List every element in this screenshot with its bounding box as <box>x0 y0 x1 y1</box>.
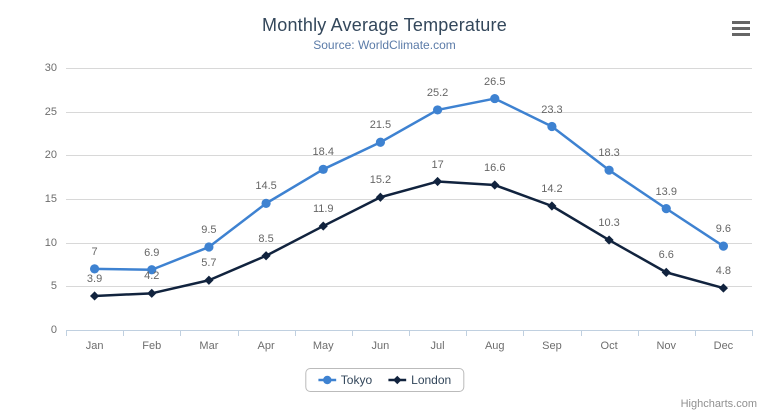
x-axis-tick-label: Nov <box>656 340 677 352</box>
x-axis-tick-label: Oct <box>600 340 618 352</box>
data-label: 13.9 <box>655 185 677 198</box>
gridline <box>66 286 752 288</box>
data-label: 18.3 <box>598 147 620 160</box>
hamburger-bar-2 <box>732 26 750 30</box>
data-label: 21.5 <box>369 119 392 132</box>
gridline <box>66 68 752 69</box>
x-axis-tick-label: Mar <box>199 340 219 352</box>
y-axis-tick-label: 20 <box>44 149 57 162</box>
data-label: 15.2 <box>369 174 392 187</box>
hamburger-bar-1 <box>732 20 750 24</box>
x-axis-tick-mark <box>180 330 182 336</box>
x-axis-tick-mark <box>580 330 582 336</box>
chart-title: Monthly Average Temperature <box>262 15 507 35</box>
credits-link[interactable]: Highcharts.com <box>680 398 757 410</box>
plot-area <box>66 68 752 331</box>
x-axis-tick-label: Jun <box>371 340 390 352</box>
data-label: 8.5 <box>258 232 274 245</box>
x-axis-tick-mark <box>694 330 696 336</box>
legend-item-label: Tokyo <box>340 373 373 387</box>
data-label: 9.6 <box>715 223 732 236</box>
data-label: 17 <box>431 158 444 171</box>
legend-item-label: London <box>411 373 452 387</box>
data-label: 11.9 <box>312 203 334 216</box>
data-label: 18.4 <box>312 146 334 159</box>
x-axis-tick-mark <box>752 330 753 336</box>
hamburger-menu-icon[interactable] <box>729 17 753 39</box>
x-axis-tick-mark <box>466 330 468 336</box>
x-axis-tick-label: Sep <box>542 340 562 352</box>
data-label: 25.2 <box>426 86 449 99</box>
data-label: 26.5 <box>484 75 506 88</box>
data-label: 23.3 <box>541 103 563 116</box>
data-label: 6.6 <box>658 249 674 262</box>
data-label: 4.8 <box>715 265 732 278</box>
y-axis-tick-label: 0 <box>50 324 57 336</box>
x-axis-tick-mark <box>523 330 525 336</box>
x-axis-tick-mark <box>294 330 296 336</box>
x-axis-tick-label: Jul <box>430 340 445 352</box>
gridline <box>66 155 752 157</box>
chart-legend: Tokyo London <box>304 368 465 392</box>
x-axis-tick-label: Dec <box>713 340 734 352</box>
gridline <box>66 111 752 113</box>
x-axis-tick-mark <box>351 330 353 336</box>
x-axis-tick-mark <box>123 330 125 336</box>
gridline <box>66 199 752 200</box>
data-label: 9.5 <box>201 224 217 237</box>
chart-subtitle: Source: WorldClimate.com <box>313 38 456 52</box>
y-axis-tick-label: 10 <box>44 236 57 249</box>
data-label: 6.9 <box>144 246 160 259</box>
x-axis-tick-label: Feb <box>142 340 162 352</box>
circle-marker-icon <box>317 375 336 385</box>
x-axis-tick-label: Jan <box>85 340 104 352</box>
x-axis-tick-label: Aug <box>484 340 505 352</box>
x-axis-tick-label: May <box>312 340 334 352</box>
x-axis-tick-mark <box>66 330 67 336</box>
x-axis-tick-mark <box>237 330 239 336</box>
data-label: 16.6 <box>484 162 506 175</box>
data-label: 4.2 <box>144 270 160 283</box>
x-axis-tick-mark <box>637 330 639 336</box>
data-label: 7 <box>91 245 98 258</box>
diamond-marker-icon <box>388 375 407 385</box>
legend-item-tokyo[interactable]: Tokyo <box>317 373 373 387</box>
y-axis-tick-label: 30 <box>44 62 57 74</box>
hamburger-bar-3 <box>732 32 750 36</box>
y-axis-tick-label: 5 <box>50 280 57 293</box>
data-label: 5.7 <box>201 257 217 270</box>
legend-item-london[interactable]: London <box>388 373 451 387</box>
x-axis-tick-mark <box>409 330 410 336</box>
data-label: 3.9 <box>86 272 103 285</box>
data-label: 14.2 <box>541 182 563 195</box>
y-axis-tick-label: 25 <box>44 105 57 118</box>
y-axis-tick-label: 15 <box>44 193 57 205</box>
x-axis-tick-label: Apr <box>257 340 275 352</box>
gridline <box>66 242 752 244</box>
data-label: 10.3 <box>598 217 620 230</box>
data-label: 14.5 <box>255 180 277 193</box>
